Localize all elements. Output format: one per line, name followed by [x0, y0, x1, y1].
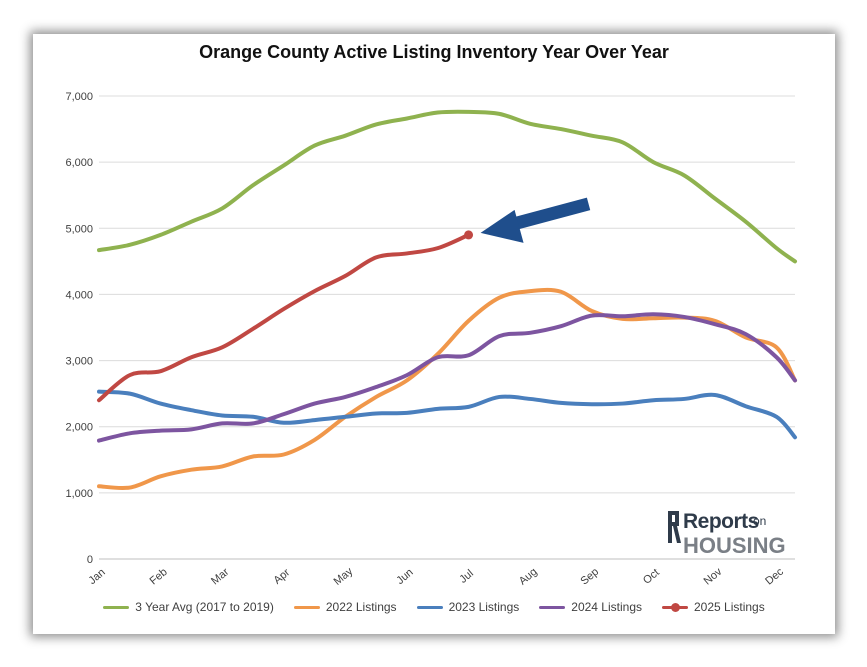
- y-tick-label: 6,000: [65, 157, 93, 169]
- y-tick-label: 7,000: [65, 91, 93, 103]
- logo-on-text: on: [753, 514, 767, 528]
- legend-item-3-year-avg-2017-to-2019: 3 Year Avg (2017 to 2019): [103, 600, 274, 614]
- logo-reports-text: Reports: [683, 510, 759, 533]
- legend-swatch: [539, 605, 566, 609]
- legend-swatch: [662, 602, 688, 612]
- legend-item-2022-listings: 2022 Listings: [293, 600, 397, 614]
- x-tick-label: Apr: [271, 566, 292, 586]
- series-line-3-year-avg-2017-to-2019: [97, 109, 797, 264]
- series-line-2024-listings: [97, 312, 797, 443]
- arrow-head: [480, 209, 524, 243]
- series-end-marker: [464, 230, 474, 240]
- x-tick-label: Jun: [394, 566, 415, 587]
- series-line-2025-listings: [97, 232, 471, 403]
- logo-r-mark-icon: [668, 511, 681, 543]
- reports-on-housing-logo: Reports on HOUSING: [667, 508, 797, 558]
- y-tick-label: 5,000: [65, 223, 93, 235]
- legend-item-2024-listings: 2024 Listings: [539, 600, 642, 614]
- annotation-arrow-icon: [480, 197, 591, 243]
- legend-swatch: [293, 605, 320, 609]
- legend-swatch: [103, 605, 130, 609]
- x-tick-label: Dec: [763, 565, 786, 587]
- chart-title: Orange County Active Listing Inventory Y…: [199, 42, 669, 62]
- legend-label: 2024 Listings: [571, 600, 642, 614]
- legend-item-2023-listings: 2023 Listings: [416, 600, 520, 614]
- y-tick-label: 2,000: [65, 422, 93, 434]
- legend-label: 2025 Listings: [694, 600, 765, 614]
- chart-frame: Orange County Active Listing Inventory Y…: [33, 34, 835, 634]
- legend-label: 2022 Listings: [325, 600, 397, 614]
- chart-legend: 3 Year Avg (2017 to 2019) 2022 Listings 20…: [33, 600, 835, 614]
- y-tick-label: 0: [87, 554, 93, 566]
- logo-housing-text: HOUSING: [683, 533, 786, 558]
- x-tick-label: Jul: [457, 568, 475, 586]
- series-line-2023-listings: [97, 389, 797, 440]
- legend-marker-icon: [671, 602, 680, 612]
- x-tick-label: Feb: [148, 566, 170, 587]
- legend-label: 3 Year Avg (2017 to 2019): [135, 600, 274, 614]
- x-tick-label: Nov: [702, 565, 725, 587]
- x-tick-label: May: [332, 565, 356, 588]
- y-tick-label: 3,000: [65, 356, 93, 368]
- y-tick-label: 4,000: [65, 289, 93, 301]
- legend-label: 2023 Listings: [448, 600, 520, 614]
- legend-swatch: [416, 605, 443, 609]
- x-tick-label: Aug: [517, 566, 540, 588]
- line-chart: 0 1,000 2,000 3,000 4,000 5,000 6,000 7,000 Jan F…: [65, 91, 797, 588]
- x-tick-label: Jan: [86, 566, 107, 587]
- x-tick-label: Oct: [641, 567, 662, 587]
- x-tick-label: Mar: [209, 566, 231, 588]
- x-tick-label: Sep: [578, 566, 601, 588]
- legend-item-2025-listings: 2025 Listings: [662, 600, 765, 614]
- y-tick-label: 1,000: [65, 488, 93, 500]
